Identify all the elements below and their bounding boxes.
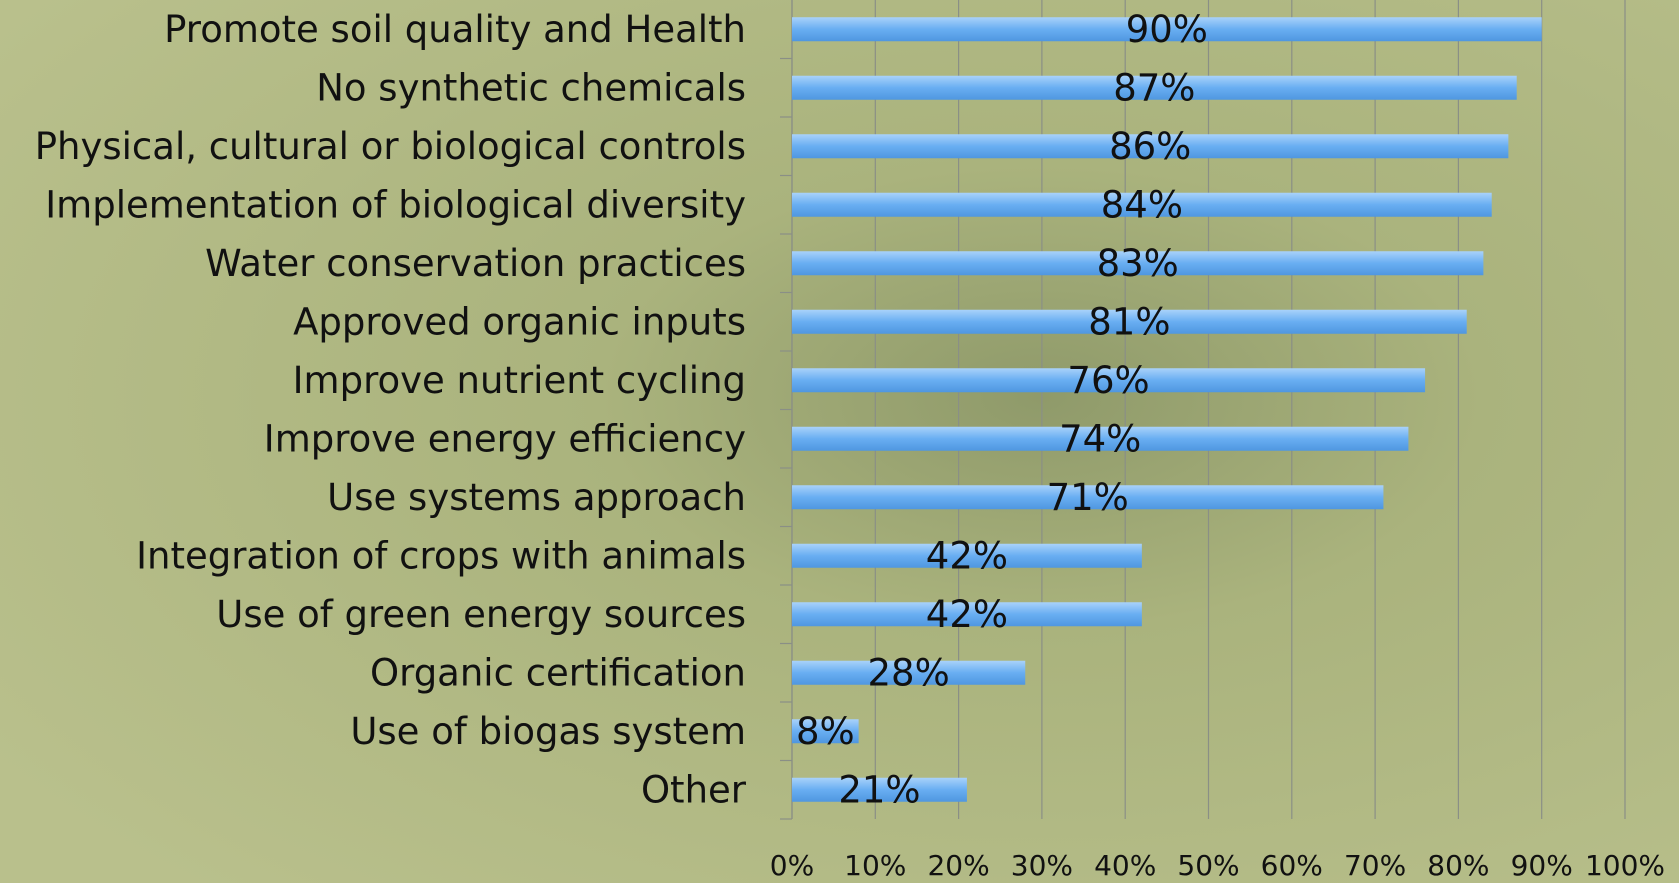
x-tick-label: 60% bbox=[1261, 849, 1323, 882]
value-label: 74% bbox=[1059, 417, 1141, 460]
value-label: 42% bbox=[926, 593, 1008, 636]
x-tick-label: 20% bbox=[927, 849, 989, 882]
y-tick-label: Improve energy efficiency bbox=[264, 417, 746, 460]
y-tick-label: Implementation of biological diversity bbox=[45, 183, 746, 226]
value-label: 90% bbox=[1126, 8, 1208, 51]
y-tick-label: No synthetic chemicals bbox=[316, 66, 746, 109]
value-label: 76% bbox=[1067, 359, 1149, 402]
value-label: 84% bbox=[1101, 183, 1183, 226]
y-tick-label: Use of green energy sources bbox=[216, 593, 746, 636]
y-tick-label: Use of biogas system bbox=[350, 710, 746, 753]
x-tick-label: 100% bbox=[1585, 849, 1665, 882]
page: 0% 10% 20% 30% 40% 50% 60% 70% 80% 90% 100% Promote… bbox=[0, 0, 1679, 883]
x-tick-label: 50% bbox=[1177, 849, 1239, 882]
y-tick-label: Other bbox=[641, 768, 747, 811]
y-tick-label: Promote soil quality and Health bbox=[164, 8, 746, 51]
value-label: 81% bbox=[1088, 300, 1170, 343]
value-label: 87% bbox=[1113, 66, 1195, 109]
value-label: 28% bbox=[867, 651, 949, 694]
x-tick-label: 90% bbox=[1511, 849, 1573, 882]
x-tick-label: 70% bbox=[1344, 849, 1406, 882]
value-label: 83% bbox=[1097, 242, 1179, 285]
x-tick-label: 30% bbox=[1011, 849, 1073, 882]
y-tick-label: Water conservation practices bbox=[205, 242, 746, 285]
y-tick-label: Physical, cultural or biological control… bbox=[35, 125, 746, 168]
value-label: 71% bbox=[1047, 476, 1129, 519]
value-label: 42% bbox=[926, 534, 1008, 577]
y-tick-label: Approved organic inputs bbox=[293, 300, 746, 343]
x-tick-label: 80% bbox=[1427, 849, 1489, 882]
x-tick-label: 0% bbox=[770, 849, 814, 882]
y-tick-label: Use systems approach bbox=[327, 476, 746, 519]
y-tick-label: Improve nutrient cycling bbox=[293, 359, 746, 402]
value-label: 21% bbox=[838, 768, 920, 811]
y-tick-label: Integration of crops with animals bbox=[136, 534, 746, 577]
x-tick-label: 40% bbox=[1094, 849, 1156, 882]
y-tick-label: Organic certification bbox=[370, 651, 746, 694]
value-label: 8% bbox=[796, 710, 855, 753]
chart: 0% 10% 20% 30% 40% 50% 60% 70% 80% 90% 100% Promote… bbox=[0, 0, 1679, 883]
x-tick-label: 10% bbox=[844, 849, 906, 882]
value-label: 86% bbox=[1109, 125, 1191, 168]
